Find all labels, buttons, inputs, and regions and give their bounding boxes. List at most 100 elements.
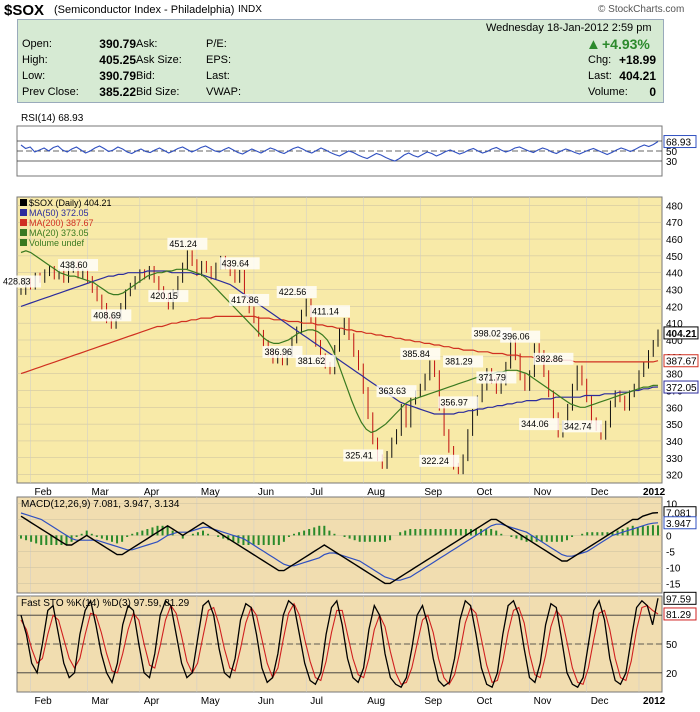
price-annotation-bg <box>476 371 517 384</box>
price-annotation-bg <box>561 420 602 433</box>
legend-label-0: $SOX (Daily) 404.21 <box>29 198 112 208</box>
y-tick-2--5: -5 <box>666 547 675 558</box>
y-tick-1-430: 430 <box>666 286 683 297</box>
y-tick-1-380: 380 <box>666 370 683 381</box>
x-tick-bottom-Jun: Jun <box>258 696 274 707</box>
y-tick-2--15: -15 <box>666 579 681 590</box>
high-label: High: <box>22 54 48 66</box>
sto-tag-bg-1 <box>663 607 697 621</box>
price-tag-bg-2 <box>663 380 699 394</box>
y-tick-1-440: 440 <box>666 269 683 280</box>
price-annotation: 428.83 <box>3 276 31 286</box>
brand-watermark: © StockCharts.com <box>598 4 685 15</box>
x-tick-Aug: Aug <box>367 487 385 498</box>
price-annotation-bg <box>276 286 317 299</box>
price-annotation-bg <box>400 347 441 360</box>
legend-label-3: MA(20) 373.05 <box>29 228 89 238</box>
y-tick-2--10: -10 <box>666 563 681 574</box>
macd-legend: MACD(12,26,9) 7.081, 3.947, 3.134 <box>21 499 180 510</box>
price-annotation: 381.29 <box>445 356 473 366</box>
price-annotation: 382.86 <box>535 354 563 364</box>
price-annotation: 342.74 <box>564 421 592 431</box>
price-annotation-bg <box>229 293 270 306</box>
bid-label: Bid: <box>136 70 155 82</box>
x-tick-2012: 2012 <box>643 487 666 498</box>
x-tick-Mar: Mar <box>92 487 110 498</box>
eps-label: EPS: <box>206 54 232 66</box>
y-tick-1-410: 410 <box>666 319 683 330</box>
rsi-value-label: 68.93 <box>666 138 691 149</box>
price-annotation-bg <box>376 385 417 398</box>
chg-value: +18.99 <box>618 53 656 67</box>
macd-tag-0: 7.081 <box>666 509 691 520</box>
price-annotation-bg <box>309 305 350 318</box>
x-tick-bottom-Mar: Mar <box>92 696 110 707</box>
price-annotation: 417.86 <box>231 295 259 305</box>
x-tick-Jun: Jun <box>258 487 274 498</box>
open-value: 390.79 <box>99 37 136 51</box>
open-label: Open: <box>22 38 52 50</box>
symbol-title: $SOX <box>4 2 45 19</box>
legend-swatch-2 <box>20 219 27 226</box>
high-value: 405.25 <box>99 53 136 67</box>
x-tick-bottom-2012: 2012 <box>643 696 666 707</box>
y-tick-1-420: 420 <box>666 302 683 313</box>
price-annotation-bg <box>443 355 484 368</box>
legend-swatch-4 <box>20 239 27 246</box>
prev-close-label: Prev Close: <box>22 86 79 98</box>
price-annotation: 439.64 <box>222 258 250 268</box>
rsi-line <box>20 141 659 162</box>
sto-tag-0: 97.59 <box>666 594 691 605</box>
price-annotation: 396.06 <box>502 332 530 342</box>
ask-size-label: Ask Size: <box>136 54 182 66</box>
volume-value: 0 <box>649 85 656 99</box>
price-annotation: 408.69 <box>93 310 121 320</box>
vwap-label: VWAP: <box>206 86 242 98</box>
legend-swatch-0 <box>20 199 27 206</box>
price-annotation: 386.96 <box>264 347 292 357</box>
x-tick-bottom-Aug: Aug <box>367 696 385 707</box>
legend-label-4: Volume undef <box>29 238 85 248</box>
macd-tag-1: 3.947 <box>666 519 691 530</box>
price-annotation: 325.41 <box>345 450 373 460</box>
y-tick-3-50: 50 <box>666 640 678 651</box>
volume-label: Volume: <box>588 86 628 98</box>
x-tick-bottom-Feb: Feb <box>35 696 53 707</box>
low-value: 390.79 <box>99 69 136 83</box>
y-tick-1-470: 470 <box>666 218 683 229</box>
x-tick-Nov: Nov <box>534 487 552 498</box>
price-annotation: 381.62 <box>298 356 326 366</box>
legend-swatch-1 <box>20 209 27 216</box>
price-annotation: 371.79 <box>478 372 506 382</box>
x-tick-Dec: Dec <box>591 487 609 498</box>
x-tick-bottom-Nov: Nov <box>534 696 552 707</box>
price-annotation-bg <box>438 396 479 409</box>
price-annotation: 385.84 <box>402 349 430 359</box>
y-tick-1-320: 320 <box>666 471 683 482</box>
x-tick-bottom-Apr: Apr <box>144 696 160 707</box>
ma20-line <box>20 250 659 434</box>
price-annotation-bg <box>419 454 460 467</box>
last-price-value: 404.21 <box>619 69 656 83</box>
y-tick-1-350: 350 <box>666 420 683 431</box>
x-tick-bottom-Dec: Dec <box>591 696 609 707</box>
legend-swatch-3 <box>20 229 27 236</box>
price-annotation: 322.24 <box>421 456 449 466</box>
y-tick-2-0: 0 <box>666 531 672 542</box>
x-tick-May: May <box>201 487 220 498</box>
price-annotation-bg <box>533 352 574 365</box>
panel-2-frame <box>16 496 663 594</box>
rsi-y-tick-30: 30 <box>666 157 678 168</box>
last-price-label: Last: <box>588 70 612 82</box>
bid-size-label: Bid Size: <box>136 86 180 98</box>
price-annotation-bg <box>343 449 384 462</box>
prev-close-value: 385.22 <box>99 85 136 99</box>
price-annotation: 422.56 <box>279 287 307 297</box>
macd-tag-bg-1 <box>663 516 697 530</box>
price-tag-bg-0 <box>663 326 699 340</box>
quote-date: Wednesday 18-Jan-2012 2:59 pm <box>486 22 652 34</box>
x-tick-bottom-Oct: Oct <box>477 696 493 707</box>
sto-tag-bg-0 <box>663 591 697 605</box>
x-tick-Jul: Jul <box>310 487 323 498</box>
